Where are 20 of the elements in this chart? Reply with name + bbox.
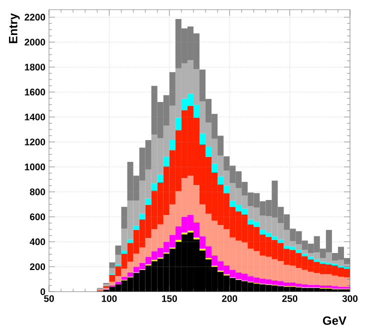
y-tick-label: 800 <box>30 188 46 196</box>
y-tick-label: 1400 <box>24 114 46 120</box>
y-tick-label: 1600 <box>24 88 46 96</box>
y-tick-label: 1800 <box>24 64 46 70</box>
y-axis-title: Entry <box>9 13 20 44</box>
y-tick-label: 1200 <box>24 138 46 146</box>
y-tick-label: 2200 <box>24 14 46 21</box>
y-tick-label: 400 <box>30 238 46 246</box>
y-tick-label: 200 <box>30 263 46 270</box>
y-tick-label: 0 <box>40 288 46 296</box>
y-tick-label: 600 <box>30 213 46 220</box>
x-tick-label: 200 <box>222 295 238 302</box>
x-tick-label: 100 <box>102 295 117 302</box>
x-tick-label: 300 <box>342 295 358 302</box>
x-axis-title: GeV <box>322 316 346 325</box>
y-tick-label: 2000 <box>24 38 46 46</box>
x-tick-label: 150 <box>162 295 177 302</box>
x-tick-label: 50 <box>44 295 54 302</box>
y-tick-label: 1000 <box>24 164 46 170</box>
x-tick-label: 250 <box>282 295 298 302</box>
